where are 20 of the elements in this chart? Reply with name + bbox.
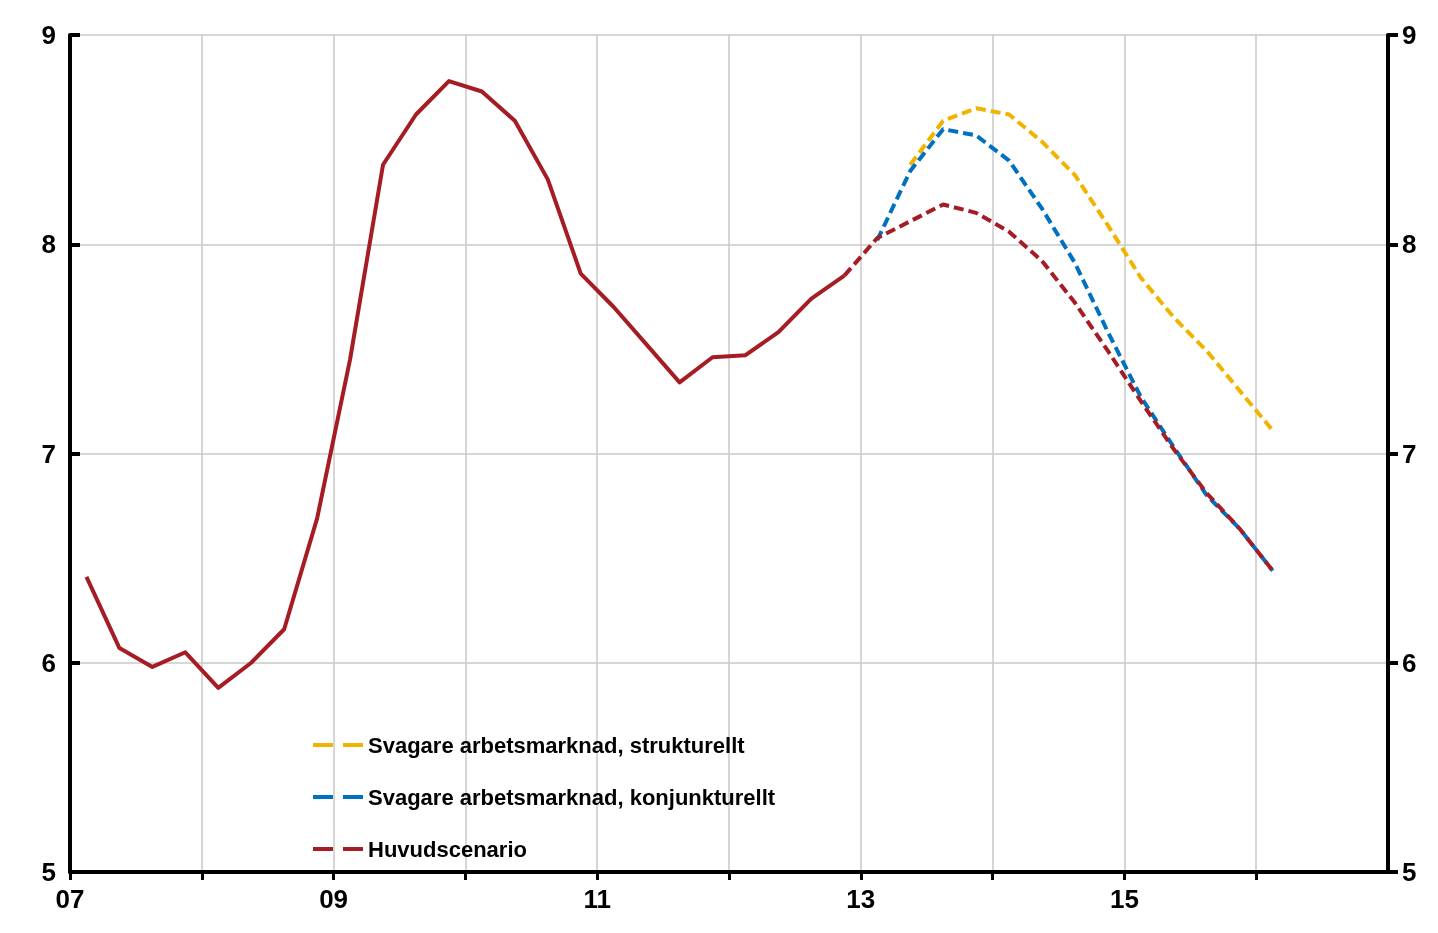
x-tick-label: 15 [1109,884,1139,914]
y-tick-label: 9 [41,20,56,50]
line-series [908,106,1275,433]
legend-label: Huvudscenario [368,836,527,862]
x-tick-label: 11 [583,884,611,914]
y-tick-label: 6 [41,647,56,678]
x-tick-label: 07 [55,884,85,914]
x-tick-label: 09 [319,884,349,914]
y2-tick-label: 7 [1402,438,1417,469]
y2-tick-label: 5 [1402,857,1417,887]
y2-tick-label: 8 [1402,229,1417,260]
line-series [875,127,1275,573]
y-tick-label: 7 [41,438,56,469]
y2-tick-label: 6 [1402,647,1417,678]
x-tick-label: 13 [846,884,876,914]
y-tick-label: 8 [41,229,56,260]
y-tick-label: 5 [41,857,56,887]
legend-label: Svagare arbetsmarknad, strukturellt [368,732,746,758]
y2-tick-label: 9 [1402,20,1417,50]
legend-label: Svagare arbetsmarknad, konjunkturellt [368,784,776,810]
